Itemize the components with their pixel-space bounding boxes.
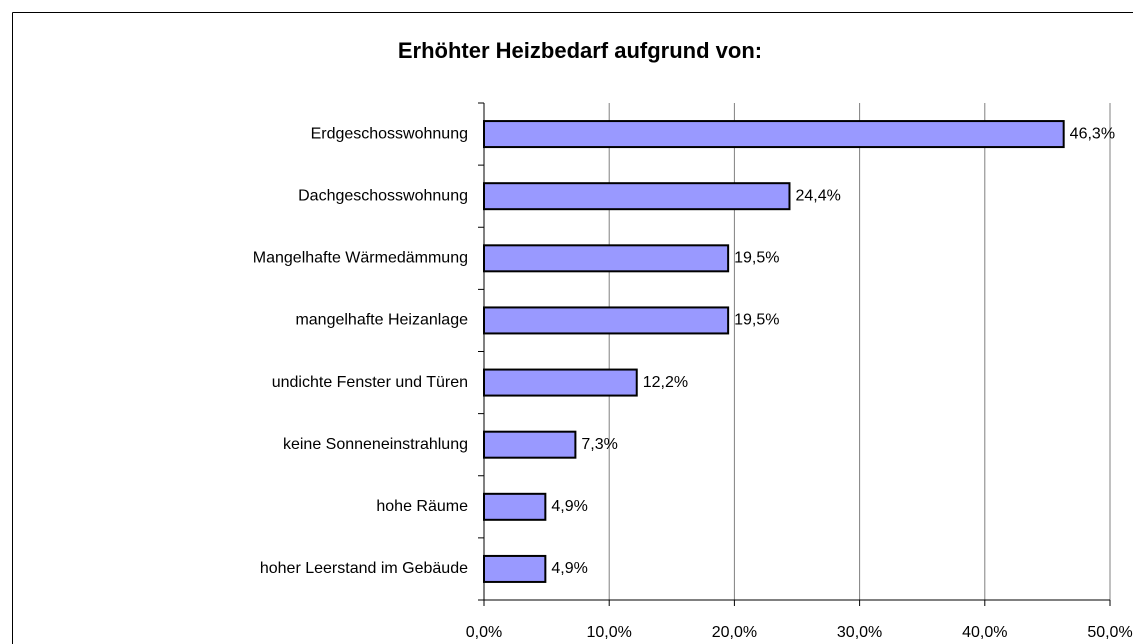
bar bbox=[483, 554, 547, 583]
y-tick-label: mangelhafte Heizanlage bbox=[295, 312, 468, 329]
value-label: 4,9% bbox=[551, 498, 587, 515]
value-label: 19,5% bbox=[734, 312, 779, 329]
bar bbox=[483, 182, 791, 211]
x-tick-label: 10,0% bbox=[587, 624, 632, 641]
y-tick-label: keine Sonneneinstrahlung bbox=[283, 436, 468, 453]
value-label: 4,9% bbox=[551, 560, 587, 577]
chart-title: Erhöhter Heizbedarf aufgrund von: bbox=[398, 38, 762, 63]
bar bbox=[483, 368, 638, 397]
bar bbox=[483, 244, 730, 273]
value-label: 12,2% bbox=[643, 374, 688, 391]
value-label: 19,5% bbox=[734, 250, 779, 267]
x-tick-label: 20,0% bbox=[712, 624, 757, 641]
y-tick-label: Erdgeschosswohnung bbox=[311, 125, 468, 142]
y-tick-label: Mangelhafte Wärmedämmung bbox=[253, 250, 468, 267]
y-tick-label: hohe Räume bbox=[376, 498, 468, 515]
y-tick-label: hoher Leerstand im Gebäude bbox=[260, 560, 468, 577]
value-label: 7,3% bbox=[581, 436, 617, 453]
bar bbox=[483, 430, 577, 459]
y-tick-label: undichte Fenster und Türen bbox=[272, 374, 468, 391]
x-tick-label: 50,0% bbox=[1087, 624, 1132, 641]
x-tick-label: 30,0% bbox=[837, 624, 882, 641]
bar bbox=[483, 120, 1065, 149]
x-tick-label: 0,0% bbox=[466, 624, 502, 641]
value-label: 46,3% bbox=[1070, 125, 1115, 142]
bar bbox=[483, 306, 730, 335]
y-tick-label: Dachgeschosswohnung bbox=[298, 187, 468, 204]
value-label: 24,4% bbox=[795, 187, 840, 204]
bar bbox=[483, 492, 547, 521]
x-tick-label: 40,0% bbox=[962, 624, 1007, 641]
